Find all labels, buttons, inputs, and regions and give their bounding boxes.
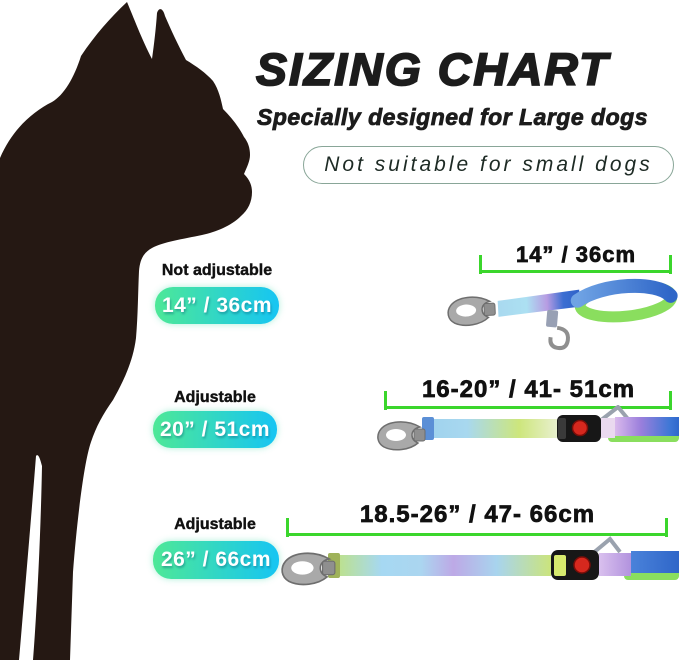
metal-ring xyxy=(598,405,630,423)
snap-hook xyxy=(446,295,497,328)
buckle xyxy=(557,415,601,442)
strap-tab xyxy=(601,418,615,438)
measurement-label: 18.5-26” / 47- 66cm xyxy=(359,501,596,529)
measurement-line xyxy=(287,533,668,536)
measurement-tick-left xyxy=(384,391,387,410)
note-pill-text: Not suitable for small dogs xyxy=(324,153,653,176)
size-badge: 26” / 66cm xyxy=(153,541,279,579)
leash-image-14in xyxy=(446,278,678,351)
measurement-label: 16-20” / 41- 51cm xyxy=(421,376,636,404)
strap xyxy=(334,555,551,576)
measurement-label: 14” / 36cm xyxy=(515,242,637,268)
leash-image-20in xyxy=(377,405,679,451)
strap xyxy=(497,289,581,317)
measurement-line xyxy=(385,406,672,409)
adjustability-label: Not adjustable xyxy=(161,262,273,279)
measurement-tick-left xyxy=(286,518,289,537)
snap-hook xyxy=(377,421,426,451)
adjustability-label: Adjustable xyxy=(174,389,256,406)
metal-ring xyxy=(590,536,622,556)
note-pill: Not suitable for small dogs xyxy=(303,146,674,184)
measurement-tick-right xyxy=(669,255,672,274)
adjustability-label: Adjustable xyxy=(174,516,256,533)
strap-right xyxy=(631,551,679,573)
size-badge: 20” / 51cm xyxy=(153,411,277,448)
size-badge-text: 20” / 51cm xyxy=(159,417,271,441)
strap-tab xyxy=(599,553,631,576)
snap-hook xyxy=(281,552,336,586)
measurement-line xyxy=(480,270,672,273)
leash-image-26in xyxy=(281,536,679,586)
page-subtitle: Specially designed for Large dogs xyxy=(257,104,648,131)
size-badge: 14” / 36cm xyxy=(155,287,279,324)
measurement-tick-right xyxy=(669,391,672,410)
measurement-tick-left xyxy=(479,255,482,274)
strap xyxy=(428,419,558,438)
buckle xyxy=(551,550,599,580)
dangling-clip xyxy=(546,309,570,351)
size-badge-text: 14” / 36cm xyxy=(161,293,273,317)
size-badge-text: 26” / 66cm xyxy=(160,548,272,571)
strap-right xyxy=(615,417,679,436)
page-title: SIZING CHART xyxy=(255,43,610,96)
strap-handle-top xyxy=(570,278,678,308)
measurement-tick-right xyxy=(665,518,668,537)
